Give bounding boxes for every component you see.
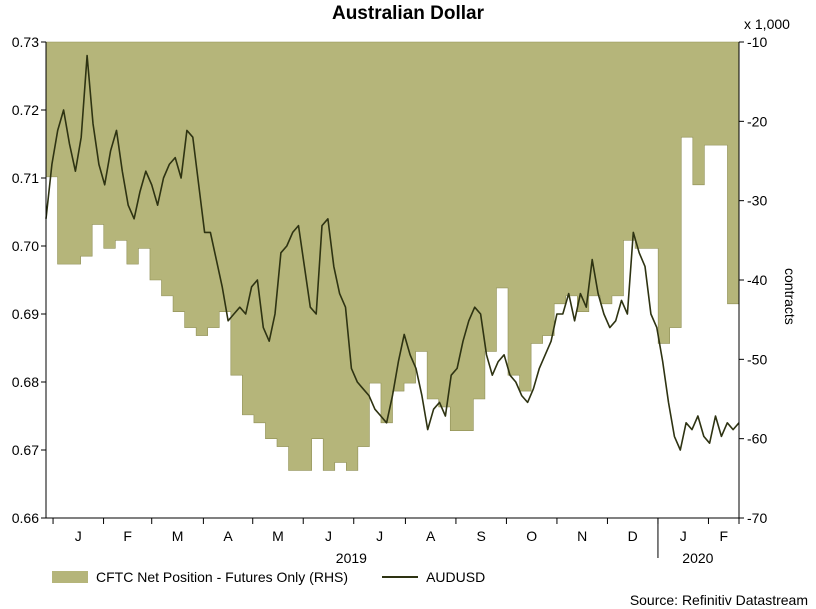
left-tick-label: 0.66 — [12, 510, 39, 526]
month-label: O — [526, 528, 537, 544]
month-label: S — [477, 528, 486, 544]
month-label: F — [719, 528, 728, 544]
right-tick-label: -70 — [747, 510, 767, 526]
left-tick-label: 0.73 — [12, 34, 39, 50]
cftc-area-series — [45, 41, 740, 471]
left-tick-label: 0.70 — [12, 238, 39, 254]
month-label: M — [272, 528, 284, 544]
source-note: Source: Refinitiv Datastream — [629, 592, 808, 608]
right-tick-label: -30 — [747, 193, 767, 209]
left-tick-label: 0.68 — [12, 374, 39, 390]
right-tick-label: -60 — [747, 431, 767, 447]
month-label: M — [172, 528, 184, 544]
left-tick-label: 0.71 — [12, 170, 39, 186]
legend: CFTC Net Position - Futures Only (RHS) A… — [52, 569, 485, 585]
month-label: J — [376, 528, 383, 544]
left-tick-label: 0.67 — [12, 442, 39, 458]
right-tick-label: -20 — [747, 113, 767, 129]
month-label: J — [75, 528, 82, 544]
audusd-line-series — [45, 54, 740, 451]
month-label: J — [680, 528, 687, 544]
right-tick-label: -40 — [747, 272, 767, 288]
legend-swatch-line — [382, 576, 419, 578]
month-label: F — [123, 528, 132, 544]
chart-title: Australian Dollar — [331, 3, 485, 24]
legend-label-line: AUDUSD — [426, 569, 486, 585]
year-label: 2020 — [682, 550, 713, 566]
left-tick-label: 0.69 — [12, 306, 39, 322]
legend-label-area: CFTC Net Position - Futures Only (RHS) — [96, 569, 349, 585]
right-axis-unit: x 1,000 — [744, 16, 790, 32]
right-tick-label: -10 — [747, 34, 767, 50]
left-tick-label: 0.72 — [12, 102, 39, 118]
month-label: A — [426, 528, 436, 544]
month-label: A — [223, 528, 233, 544]
month-label: D — [628, 528, 638, 544]
month-label: N — [577, 528, 587, 544]
month-label: J — [325, 528, 332, 544]
right-tick-label: -50 — [747, 351, 767, 367]
year-label: 2019 — [336, 550, 367, 566]
legend-swatch-area — [52, 571, 88, 583]
